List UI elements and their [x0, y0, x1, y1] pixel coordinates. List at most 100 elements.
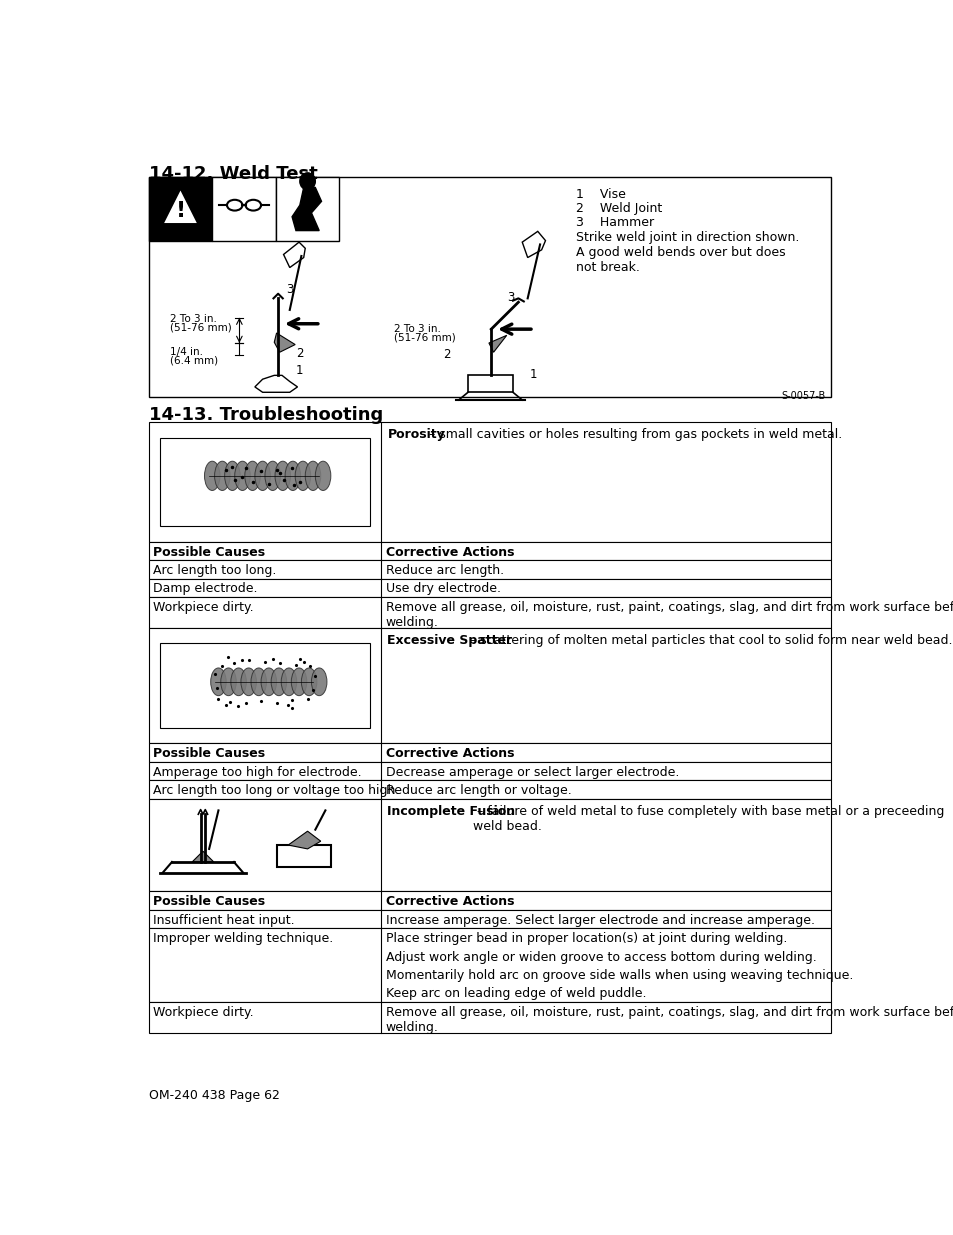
Bar: [149, 762, 830, 781]
Text: (51-76 mm): (51-76 mm): [394, 332, 456, 342]
Text: 14-12. Weld Test: 14-12. Weld Test: [149, 165, 317, 183]
Ellipse shape: [231, 668, 246, 695]
Polygon shape: [254, 375, 297, 393]
Text: Increase amperage. Select larger electrode and increase amperage.: Increase amperage. Select larger electro…: [385, 914, 814, 926]
Ellipse shape: [251, 668, 266, 695]
Ellipse shape: [261, 668, 276, 695]
Polygon shape: [283, 242, 305, 268]
Bar: [149, 799, 830, 892]
Text: Possible Causes: Possible Causes: [153, 546, 265, 558]
Bar: [149, 178, 830, 396]
Ellipse shape: [254, 461, 270, 490]
Text: Excessive Spatter: Excessive Spatter: [387, 634, 512, 647]
Text: – small cavities or holes resulting from gas pockets in weld metal.: – small cavities or holes resulting from…: [424, 429, 841, 441]
Text: Incomplete Fusion: Incomplete Fusion: [387, 805, 515, 818]
Ellipse shape: [315, 461, 331, 490]
Bar: [149, 910, 830, 929]
Bar: [149, 627, 830, 743]
Bar: [149, 579, 830, 597]
Ellipse shape: [301, 668, 316, 695]
Ellipse shape: [234, 461, 250, 490]
Text: Corrective Actions: Corrective Actions: [385, 895, 514, 908]
Ellipse shape: [204, 461, 220, 490]
Text: Strike weld joint in direction shown.
A good weld bends over but does
not break.: Strike weld joint in direction shown. A …: [576, 231, 799, 274]
Ellipse shape: [285, 461, 300, 490]
Bar: [149, 892, 830, 910]
Ellipse shape: [245, 461, 260, 490]
Text: Reduce arc length.: Reduce arc length.: [385, 564, 503, 577]
Ellipse shape: [305, 461, 320, 490]
Ellipse shape: [281, 668, 296, 695]
Ellipse shape: [211, 668, 226, 695]
Text: Corrective Actions: Corrective Actions: [385, 546, 514, 558]
Text: 2 To 3 in.: 2 To 3 in.: [394, 324, 441, 333]
Text: Momentarily hold arc on groove side walls when using weaving technique.: Momentarily hold arc on groove side wall…: [385, 969, 852, 982]
Text: 14-13. Troubleshooting: 14-13. Troubleshooting: [149, 406, 382, 424]
Polygon shape: [288, 831, 320, 848]
Polygon shape: [488, 336, 506, 352]
Ellipse shape: [265, 461, 280, 490]
Text: Damp electrode.: Damp electrode.: [153, 583, 257, 595]
Text: Improper welding technique.: Improper welding technique.: [153, 932, 334, 945]
Ellipse shape: [294, 461, 311, 490]
Text: S-0057-B: S-0057-B: [781, 390, 825, 400]
Bar: [149, 781, 830, 799]
Text: Adjust work angle or widen groove to access bottom during welding.: Adjust work angle or widen groove to acc…: [385, 951, 816, 963]
Polygon shape: [162, 188, 199, 225]
Text: (51-76 mm): (51-76 mm): [170, 322, 232, 332]
Polygon shape: [274, 333, 294, 352]
Text: Insufficient heat input.: Insufficient heat input.: [153, 914, 294, 926]
Ellipse shape: [271, 668, 286, 695]
Text: – failure of weld metal to fuse completely with base metal or a preceeding
weld : – failure of weld metal to fuse complete…: [473, 805, 943, 834]
Bar: [149, 929, 830, 1002]
Text: 1/4 in.: 1/4 in.: [170, 347, 202, 357]
Text: 1: 1: [295, 364, 303, 377]
Text: Use dry electrode.: Use dry electrode.: [385, 583, 500, 595]
Text: 1    Vise: 1 Vise: [576, 188, 626, 201]
Ellipse shape: [220, 668, 236, 695]
Text: 1: 1: [530, 368, 537, 380]
Text: Possible Causes: Possible Causes: [153, 895, 265, 908]
Bar: [149, 542, 830, 561]
Text: Workpiece dirty.: Workpiece dirty.: [153, 1007, 253, 1019]
Bar: [149, 597, 830, 627]
Ellipse shape: [291, 668, 307, 695]
Ellipse shape: [214, 461, 230, 490]
Text: Reduce arc length or voltage.: Reduce arc length or voltage.: [385, 784, 571, 798]
Polygon shape: [192, 851, 213, 862]
Text: 2 To 3 in.: 2 To 3 in.: [170, 314, 216, 324]
Text: Corrective Actions: Corrective Actions: [385, 747, 514, 761]
Bar: [149, 1002, 830, 1032]
Text: Amperage too high for electrode.: Amperage too high for electrode.: [153, 766, 361, 779]
Bar: [276, 845, 331, 867]
Text: – scattering of molten metal particles that cool to solid form near weld bead.: – scattering of molten metal particles t…: [466, 634, 952, 647]
Bar: [149, 561, 830, 579]
Text: Remove all grease, oil, moisture, rust, paint, coatings, slag, and dirt from wor: Remove all grease, oil, moisture, rust, …: [385, 601, 953, 629]
Text: 3: 3: [506, 290, 514, 304]
Ellipse shape: [311, 668, 327, 695]
Polygon shape: [292, 188, 321, 231]
Ellipse shape: [224, 461, 240, 490]
Text: Place stringer bead in proper location(s) at joint during welding.: Place stringer bead in proper location(s…: [385, 932, 786, 945]
Text: 2    Weld Joint: 2 Weld Joint: [576, 203, 662, 215]
Ellipse shape: [241, 668, 256, 695]
Bar: [149, 178, 212, 241]
Bar: [149, 422, 830, 542]
Text: Arc length too long.: Arc length too long.: [153, 564, 276, 577]
Text: Remove all grease, oil, moisture, rust, paint, coatings, slag, and dirt from wor: Remove all grease, oil, moisture, rust, …: [385, 1007, 953, 1034]
Bar: [149, 743, 830, 762]
Text: Decrease amperage or select larger electrode.: Decrease amperage or select larger elect…: [385, 766, 679, 779]
Text: OM-240 438 Page 62: OM-240 438 Page 62: [149, 1089, 279, 1102]
Text: Arc length too long or voltage too high.: Arc length too long or voltage too high.: [153, 784, 399, 798]
Polygon shape: [521, 231, 545, 258]
Bar: [468, 375, 513, 393]
Text: !: !: [175, 200, 185, 221]
Text: 2: 2: [295, 347, 303, 359]
Bar: [160, 437, 369, 526]
Text: Workpiece dirty.: Workpiece dirty.: [153, 601, 253, 614]
Bar: [160, 643, 369, 727]
Ellipse shape: [274, 461, 291, 490]
Bar: [275, 178, 339, 241]
Text: 3    Hammer: 3 Hammer: [576, 216, 654, 228]
Ellipse shape: [299, 173, 315, 190]
